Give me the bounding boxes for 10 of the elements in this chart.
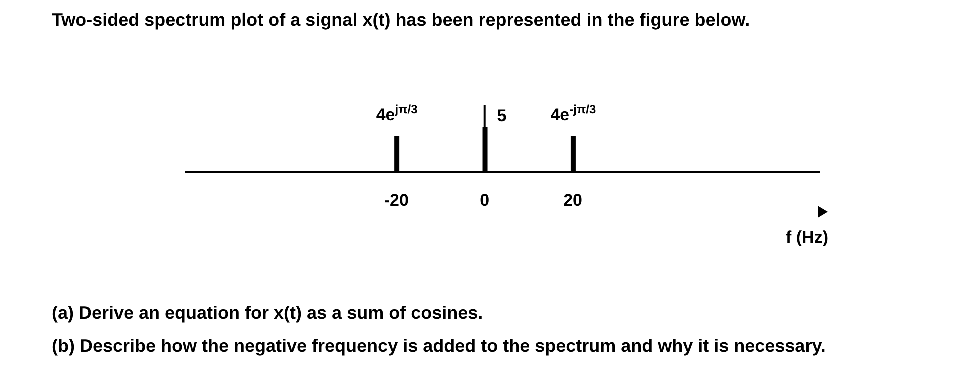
- x-tick-label: 0: [480, 191, 490, 210]
- x-axis-title: f (Hz): [786, 228, 828, 248]
- x-tick-label: -20: [384, 191, 409, 210]
- data-label: 4e$^{jπ/3}$: [376, 102, 418, 124]
- data-label: 5: [497, 106, 507, 126]
- data-label: 4e$^{-jπ/3}$: [550, 102, 597, 124]
- text: (a) Derive an equation for x(t) as a sum of cosines.: [52, 303, 484, 324]
- text: (b) Describe how the negative frequency is added to the spectrum and why it is necessary.: [52, 336, 826, 357]
- chart-title: Two-sided spectrum plot of a signal x(t) has been represented in the figure below.: [52, 10, 750, 31]
- x-tick-label: 20: [564, 191, 583, 210]
